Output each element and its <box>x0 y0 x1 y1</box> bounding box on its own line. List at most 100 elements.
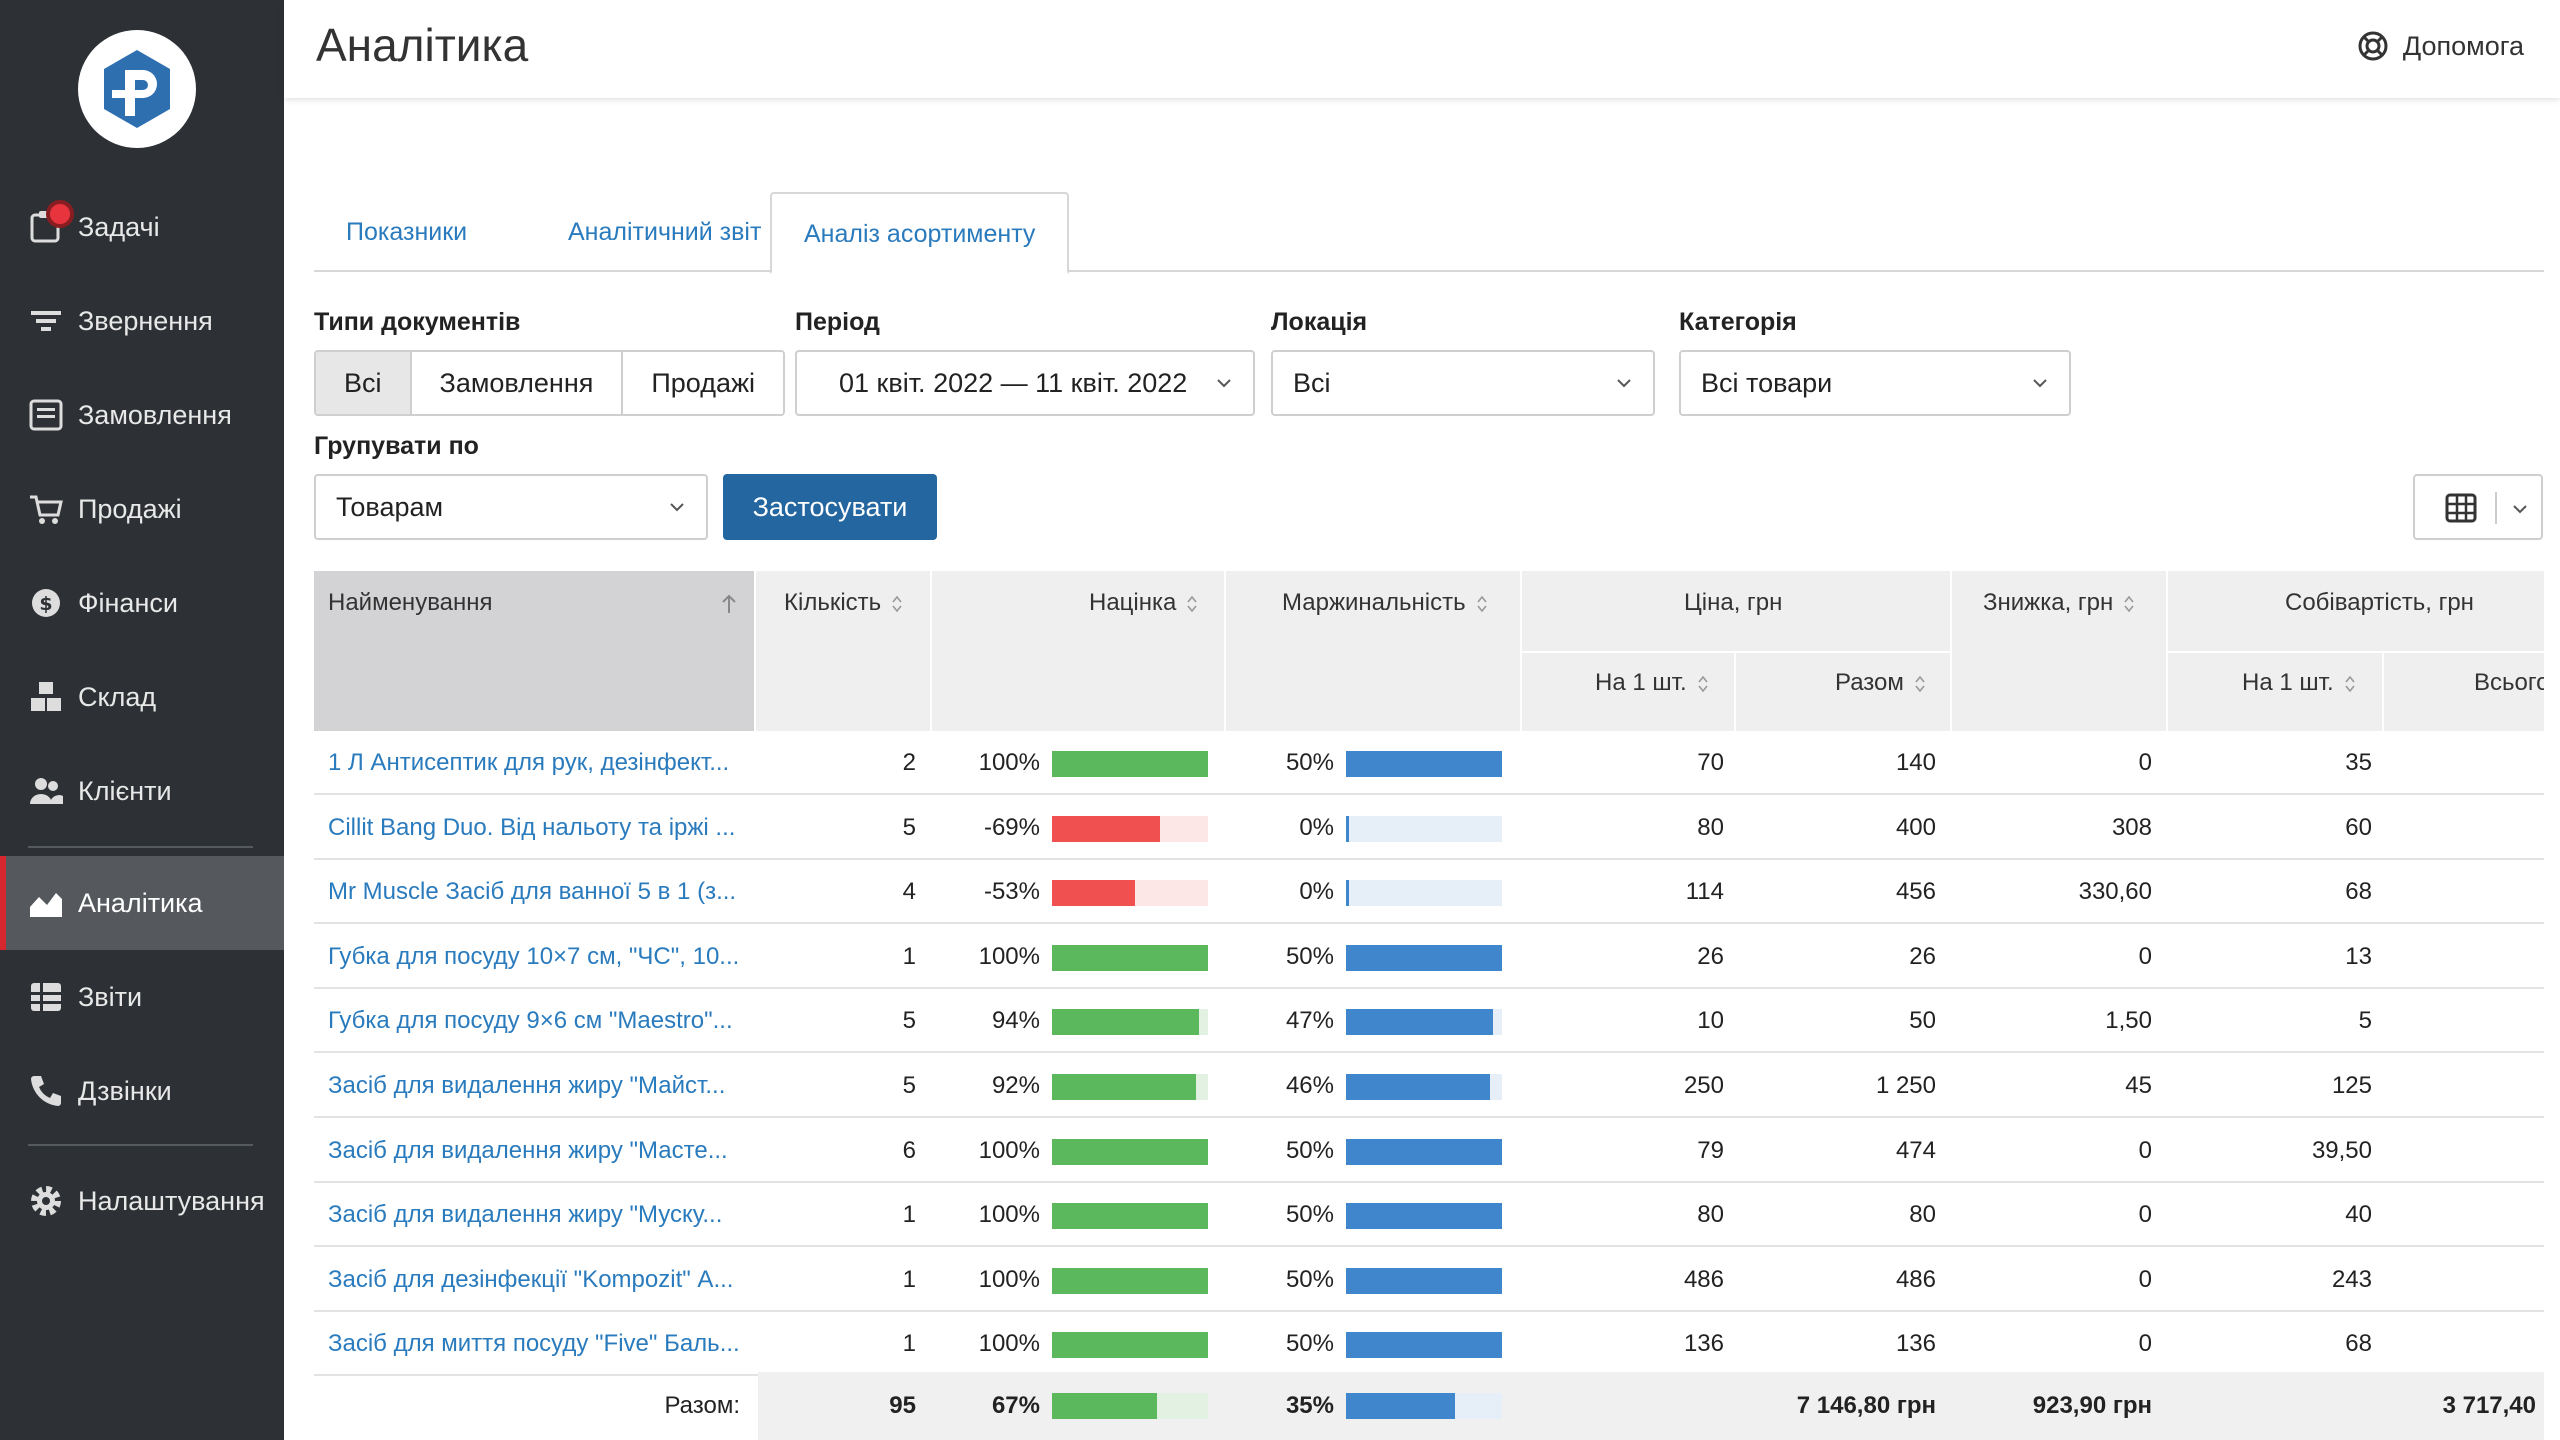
qty-cell: 1 <box>902 1265 916 1293</box>
sidebar-item-label: Продажі <box>78 493 182 524</box>
price-total-cell: 486 <box>1895 1265 1936 1293</box>
bar-fill <box>1346 944 1502 971</box>
sidebar-item-sales[interactable]: Продажі <box>0 462 284 556</box>
markup-cell: -69% <box>983 813 1040 841</box>
markup-cell: 100% <box>978 749 1040 776</box>
location-select[interactable]: Всі <box>1271 350 1655 416</box>
columns-menu-button[interactable] <box>2413 474 2543 540</box>
tab-assortment-analysis[interactable]: Аналіз асортименту <box>770 192 1070 274</box>
discount-cell: 0 <box>2138 1201 2152 1229</box>
table-row[interactable]: Засіб для миття посуду "Five" Баль... 1 10… <box>314 1312 2544 1377</box>
markup-cell: -53% <box>983 878 1040 906</box>
header-cost-unit[interactable]: На 1 шт. <box>2242 669 2356 697</box>
header-markup[interactable]: Націнка <box>1089 589 1198 617</box>
header-cost-total[interactable]: Всього <box>2474 669 2544 696</box>
table-row[interactable]: Cillit Bang Duo. Від нальоту та іржі ...… <box>314 796 2544 860</box>
tab-indicators[interactable]: Показники <box>346 218 468 246</box>
price-unit-cell: 136 <box>1683 1330 1724 1358</box>
apply-button[interactable]: Застосувати <box>723 474 937 540</box>
category-select[interactable]: Всі товари <box>1679 350 2071 416</box>
header-margin[interactable]: Маржинальність <box>1282 589 1488 617</box>
sort-icon <box>1187 595 1198 612</box>
logo[interactable] <box>78 30 196 148</box>
product-name-link[interactable]: Засіб для видалення жиру "Муску... <box>328 1201 723 1229</box>
sidebar-item-orders[interactable]: Замовлення <box>0 368 284 462</box>
qty-cell: 5 <box>902 1072 916 1099</box>
qty-cell: 1 <box>902 1201 916 1229</box>
header-row-separator <box>1520 651 1950 653</box>
markup-cell: 94% <box>991 1007 1040 1035</box>
table-row[interactable]: Губка для посуду 9×6 см "Maestro"... 5 94%… <box>314 989 2544 1054</box>
table-header: Найменування Кількість Націнка Маржиналь… <box>314 571 2544 731</box>
sidebar-item-finance[interactable]: $ Фінанси <box>0 556 284 650</box>
margin-cell: 50% <box>1285 749 1334 776</box>
doc-type-orders[interactable]: Замовлення <box>411 352 624 414</box>
location-label: Локація <box>1271 308 1368 336</box>
sidebar-item-reports[interactable]: Звіти <box>0 950 284 1044</box>
sidebar-item-settings[interactable]: Налаштування <box>0 1154 284 1248</box>
column-separator <box>1734 651 1736 731</box>
discount-cell: 0 <box>2138 1265 2152 1293</box>
logo-icon <box>104 50 170 128</box>
period-select[interactable]: 01 квіт. 2022 — 11 квіт. 2022 <box>795 350 1255 416</box>
table-row[interactable]: Засіб для дезінфекції "Kompozit" А... 1 10… <box>314 1248 2544 1312</box>
margin-cell: 50% <box>1285 1201 1334 1229</box>
product-name-link[interactable]: Засіб для видалення жиру "Масте... <box>328 1136 728 1164</box>
sidebar-item-clients[interactable]: Клієнти <box>0 744 284 838</box>
product-name-link[interactable]: Губка для посуду 10×7 см, "ЧС", 10... <box>328 942 740 970</box>
margin-cell: 50% <box>1285 1265 1334 1293</box>
header-name[interactable]: Найменування <box>328 589 493 616</box>
header-price-unit[interactable]: На 1 шт. <box>1595 669 1709 697</box>
discount-cell: 330,60 <box>2078 878 2152 906</box>
table-row[interactable]: Засіб для видалення жиру "Майст... 5 92% 46… <box>314 1054 2544 1118</box>
table-totals: Разом: 95 67% 35% 7 146,80 грн 923,90 гр… <box>314 1372 2544 1440</box>
markup-bar <box>1052 880 1208 907</box>
price-total-cell: 26 <box>1909 942 1936 970</box>
sort-asc-icon[interactable] <box>720 593 738 615</box>
header-qty[interactable]: Кількість <box>784 589 903 617</box>
sidebar: Задачі Звернення Замовлення Продажі $ Фі… <box>0 0 284 1440</box>
cost-unit-cell: 68 <box>2345 878 2372 906</box>
bar-fill <box>1052 944 1208 971</box>
product-name-link[interactable]: Cillit Bang Duo. Від нальоту та іржі ... <box>328 813 736 841</box>
sidebar-item-label: Дзвінки <box>78 1075 172 1106</box>
bar-fill <box>1052 815 1160 842</box>
sidebar-item-warehouse[interactable]: Склад <box>0 650 284 744</box>
table-row[interactable]: Засіб для видалення жиру "Масте... 6 100% 5… <box>314 1119 2544 1183</box>
sidebar-item-tasks[interactable]: Задачі <box>0 180 284 274</box>
table-row[interactable]: Mr Muscle Засіб для ванної 5 в 1 (з... 4 -… <box>314 860 2544 925</box>
markup-bar <box>1052 1009 1208 1036</box>
sidebar-item-requests[interactable]: Звернення <box>0 274 284 368</box>
cost-unit-cell: 40 <box>2345 1201 2372 1229</box>
product-name-link[interactable]: 1 Л Антисептик для рук, дезінфект... <box>328 749 730 776</box>
margin-bar <box>1346 751 1502 777</box>
bar-fill <box>1052 1203 1208 1230</box>
discount-cell: 0 <box>2138 942 2152 970</box>
header-price-total[interactable]: Разом <box>1835 669 1926 697</box>
product-name-link[interactable]: Засіб для видалення жиру "Майст... <box>328 1072 726 1099</box>
group-by-select[interactable]: Товарам <box>314 474 708 540</box>
help-link[interactable]: Допомога <box>2357 30 2524 62</box>
totals-margin: 35% <box>1285 1392 1334 1419</box>
sidebar-item-analytics[interactable]: Аналітика <box>0 856 284 950</box>
markup-bar <box>1052 1138 1208 1165</box>
doc-type-all[interactable]: Всі <box>316 352 412 414</box>
table-row[interactable]: Засіб для видалення жиру "Муску... 1 100% 5… <box>314 1183 2544 1248</box>
tab-analytic-report[interactable]: Аналітичний звіт <box>568 218 762 246</box>
price-total-cell: 140 <box>1895 749 1936 776</box>
markup-bar <box>1052 1203 1208 1230</box>
sort-icon <box>2345 675 2355 692</box>
doc-type-sales[interactable]: Продажі <box>623 352 784 414</box>
product-name-link[interactable]: Засіб для дезінфекції "Kompozit" А... <box>328 1265 734 1293</box>
sidebar-item-calls[interactable]: Дзвінки <box>0 1044 284 1138</box>
header-discount[interactable]: Знижка, грн <box>1983 589 2135 617</box>
bar-fill <box>1052 1009 1199 1036</box>
product-name-link[interactable]: Mr Muscle Засіб для ванної 5 в 1 (з... <box>328 878 737 906</box>
sidebar-item-label: Задачі <box>78 211 160 242</box>
margin-cell: 0% <box>1299 878 1334 906</box>
price-unit-cell: 114 <box>1685 878 1724 906</box>
table-row[interactable]: 1 Л Антисептик для рук, дезінфект... 2 100… <box>314 731 2544 795</box>
product-name-link[interactable]: Губка для посуду 9×6 см "Maestro"... <box>328 1007 733 1035</box>
table-row[interactable]: Губка для посуду 10×7 см, "ЧС", 10... 1 10… <box>314 925 2544 989</box>
product-name-link[interactable]: Засіб для миття посуду "Five" Баль... <box>328 1330 740 1358</box>
